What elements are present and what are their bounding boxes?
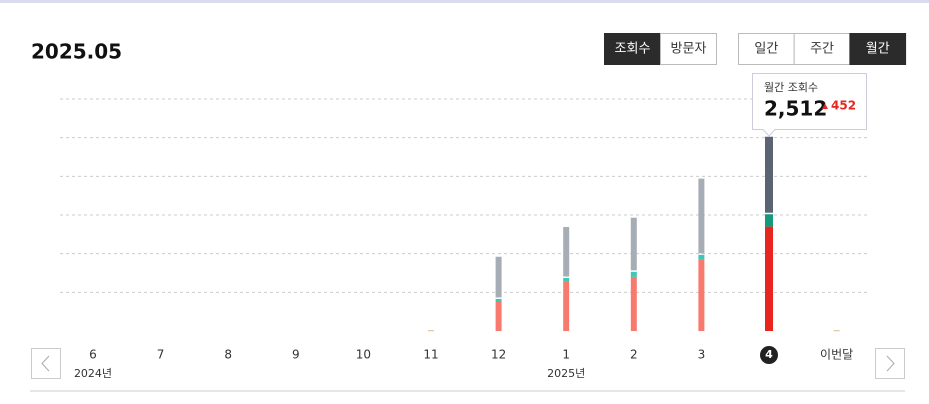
next-button[interactable]	[875, 348, 905, 379]
tab-label: 주간	[810, 42, 834, 57]
tab-button[interactable]	[738, 33, 795, 65]
bar-segment	[630, 271, 637, 277]
x-tick-label: 7	[157, 348, 165, 362]
tab-button[interactable]	[793, 33, 851, 65]
x-tick-label: 6	[89, 348, 97, 362]
bar-segment	[765, 214, 773, 227]
tab-label: 방문자	[671, 42, 707, 57]
x-tick-label: 12	[491, 348, 506, 362]
selected-marker	[760, 346, 778, 364]
bar-segment	[630, 217, 637, 271]
tooltip-value: 2,512	[764, 97, 827, 121]
x-tick-label: 11	[423, 348, 438, 362]
bar-segment	[428, 330, 434, 332]
bar-segment	[698, 259, 705, 331]
tooltip-title: 월간 조회수	[764, 81, 818, 94]
bar-segment	[563, 226, 570, 277]
prev-button[interactable]	[31, 348, 61, 379]
x-tick-label: 10	[356, 348, 371, 362]
x-tick-label: 1	[562, 348, 570, 362]
x-tick-label: 3	[698, 348, 706, 362]
bar-segment	[563, 278, 570, 282]
bar-segment	[698, 178, 705, 254]
year-label: 2024년	[74, 367, 112, 380]
bar-segment	[563, 281, 570, 331]
bar-segment	[630, 276, 637, 331]
tab-label: 월간	[866, 42, 890, 57]
x-tick-label: 2	[630, 348, 638, 362]
x-tick-label: 이번달	[820, 348, 853, 362]
tooltip-change: 452	[831, 99, 856, 113]
x-tick-label: 4	[765, 348, 773, 361]
tooltip-box	[752, 73, 867, 137]
tab-button[interactable]	[660, 33, 717, 65]
bar-segment	[495, 298, 502, 302]
bar-segment	[495, 256, 502, 298]
tab-button[interactable]	[849, 33, 907, 65]
tab-label: 조회수	[615, 42, 651, 57]
year-label: 2025년	[547, 367, 585, 380]
change-icon	[822, 103, 828, 109]
bar-segment	[833, 330, 840, 332]
prev-icon	[41, 355, 50, 372]
x-tick-label: 9	[292, 348, 300, 362]
bar-segment	[698, 254, 705, 260]
tab-button[interactable]	[604, 33, 661, 65]
next-icon	[886, 355, 895, 372]
x-tick-label: 8	[224, 348, 232, 362]
bar-segment	[765, 226, 773, 331]
tab-label: 일간	[754, 42, 778, 57]
top-border	[0, 0, 929, 3]
page-title: 2025.05	[31, 40, 122, 64]
bar-segment	[495, 302, 502, 331]
bar-segment	[765, 136, 773, 213]
